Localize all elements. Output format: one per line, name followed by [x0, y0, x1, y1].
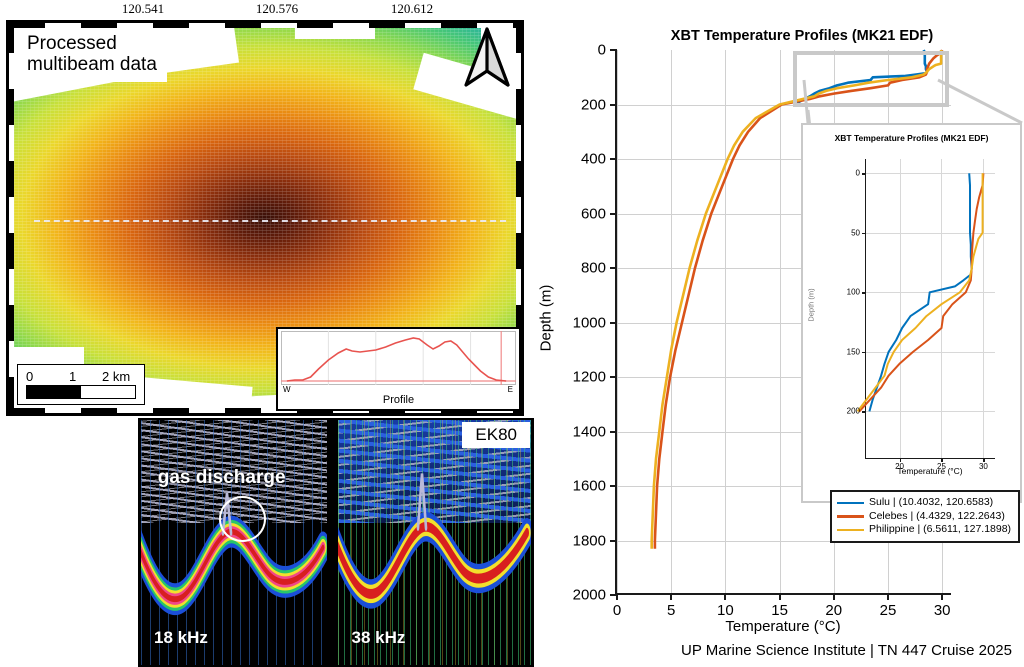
map-coordinate-axis: 120.541 120.576 120.612 — [0, 0, 530, 22]
ek80-system-label: EK80 — [462, 422, 530, 448]
echogram-38khz[interactable]: 38 kHz — [338, 420, 531, 665]
y-tick-label: 1000 — [572, 314, 606, 331]
legend-row: Celebes | (4.4329, 122.2643) — [837, 510, 1011, 524]
echogram-panel: gas discharge 18 kHz 38 kHz EK80 — [138, 418, 534, 667]
x-tick-label: 5 — [667, 602, 676, 619]
y-tick-label: 1600 — [572, 477, 606, 495]
gas-discharge-label: gas discharge — [157, 466, 286, 488]
xbt-chart-panel: XBT Temperature Profiles (MK21 EDF) Dept… — [537, 18, 1024, 635]
x-tick-label: 25 — [879, 602, 897, 619]
inset-x-axis-title: Temperature (°C) — [897, 466, 963, 476]
y-tick-label: 800 — [580, 259, 606, 277]
y-tick-label: 0 — [597, 41, 606, 59]
map-frame[interactable]: Processed multibeam data 0 1 2 km — [6, 20, 524, 416]
map-title-line-1: Processed — [27, 33, 117, 54]
y-tick-label: 1200 — [572, 368, 606, 386]
elevation-profile-plot — [281, 331, 516, 385]
inset-x-tick-label: 20 — [895, 462, 904, 471]
scalebar-bar — [26, 385, 136, 399]
series-line-sulu — [794, 49, 929, 106]
y-tick-label: 1400 — [572, 423, 606, 440]
chart-legend: Sulu | (10.4032, 120.6583) Celebes | (4.4… — [830, 490, 1021, 543]
y-tick-label: 1800 — [572, 532, 606, 549]
x-axis-title: Temperature (°C) — [725, 618, 841, 635]
legend-row: Philippine | (6.5611, 127.1898) — [837, 523, 1011, 537]
map-frame-tick-strip-bottom — [9, 408, 521, 413]
inset-series-line-philippine — [856, 173, 984, 413]
x-tick-label: 15 — [771, 602, 788, 619]
legend-swatch-sulu — [837, 501, 864, 505]
profile-west-label: W — [283, 385, 291, 394]
profile-endpoint-labels: W E — [281, 385, 516, 395]
bathymetry-raster — [14, 28, 516, 408]
map-title-box: Processed multibeam data — [19, 29, 167, 82]
frequency-label-18khz: 18 kHz — [154, 627, 208, 647]
legend-row: Sulu | (10.4032, 120.6583) — [837, 496, 1011, 510]
inset-chart-title: XBT Temperature Profiles (MK21 EDF) — [834, 133, 989, 143]
frequency-label-38khz: 38 kHz — [351, 627, 406, 647]
north-arrow-icon — [461, 27, 513, 89]
scalebar-tick-0: 0 — [26, 369, 34, 384]
coord-label: 120.541 — [121, 1, 165, 16]
x-tick-label: 10 — [717, 602, 734, 619]
inset-y-tick-label: 150 — [846, 347, 860, 357]
scalebar-labels: 0 1 2 km — [26, 369, 134, 385]
inset-x-tick-label: 30 — [978, 462, 988, 471]
map-frame-tick-strip-left — [9, 23, 14, 413]
inset-y-tick-label: 100 — [846, 287, 860, 297]
multibeam-map-panel: 120.541 120.576 120.612 Processed multib… — [0, 0, 530, 420]
legend-label-celebes: Celebes | (4.4329, 122.2643) — [869, 509, 1005, 522]
inset-chart-panel[interactable]: XBT Temperature Profiles (MK21 EDF) Dept… — [801, 123, 1022, 503]
profile-caption: Profile — [382, 394, 415, 406]
scalebar-tick-1: 1 — [69, 369, 77, 384]
x-tick-label: 20 — [825, 602, 843, 619]
zoom-region-box — [792, 51, 949, 107]
map-scalebar: 0 1 2 km — [17, 364, 145, 405]
legend-swatch-philippine — [837, 528, 864, 532]
scalebar-tick-2: 2 km — [102, 369, 131, 384]
nodata-area — [295, 28, 376, 40]
elevation-profile-inset[interactable]: W E Profile — [276, 327, 521, 411]
profile-east-label: E — [507, 385, 513, 394]
echogram-18khz[interactable]: gas discharge 18 kHz — [141, 420, 327, 665]
map-frame-tick-strip-right — [516, 23, 521, 413]
inset-profile-curves — [856, 173, 985, 413]
inset-x-tick-label: 25 — [937, 462, 946, 471]
inset-y-tick-label: 50 — [851, 228, 860, 238]
gas-discharge-circle — [219, 495, 266, 542]
map-title-line-2: multibeam data — [27, 54, 157, 76]
y-tick-label: 200 — [580, 96, 606, 113]
footer-caption: UP Marine Science Institute | TN 447 Cru… — [680, 642, 1012, 659]
y-tick-label: 600 — [580, 205, 606, 222]
inset-y-axis-title: Depth (m) — [806, 288, 816, 323]
legend-label-philippine: Philippine | (6.5611, 127.1898) — [869, 523, 1012, 536]
y-tick-label: 400 — [580, 150, 606, 168]
inset-series-line-sulu — [868, 173, 973, 412]
inset-y-tick-label: 0 — [855, 168, 860, 178]
x-tick-label: 30 — [933, 602, 951, 619]
inset-y-tick-label: 200 — [846, 406, 860, 416]
temperature-profile-curves — [650, 49, 944, 549]
map-frame-tick-strip-top — [9, 23, 521, 28]
chart-title: XBT Temperature Profiles (MK21 EDF) — [670, 28, 934, 44]
y-axis-title: Depth (m) — [537, 284, 555, 352]
x-tick-label: 0 — [612, 602, 622, 619]
inset-plot-area: 20 25 30 0 50 100 150 200 — [847, 159, 995, 471]
series-line-philippine — [650, 50, 943, 549]
seabed-echo-trace — [338, 473, 531, 609]
y-tick-label: 2000 — [572, 586, 606, 604]
legend-swatch-celebes — [837, 515, 864, 518]
coord-label: 120.576 — [255, 1, 299, 16]
profile-transect-line — [34, 219, 506, 222]
legend-label-sulu: Sulu | (10.4032, 120.6583) — [869, 496, 994, 508]
inset-series-line-celebes — [858, 173, 985, 413]
coord-label: 120.612 — [390, 1, 434, 16]
